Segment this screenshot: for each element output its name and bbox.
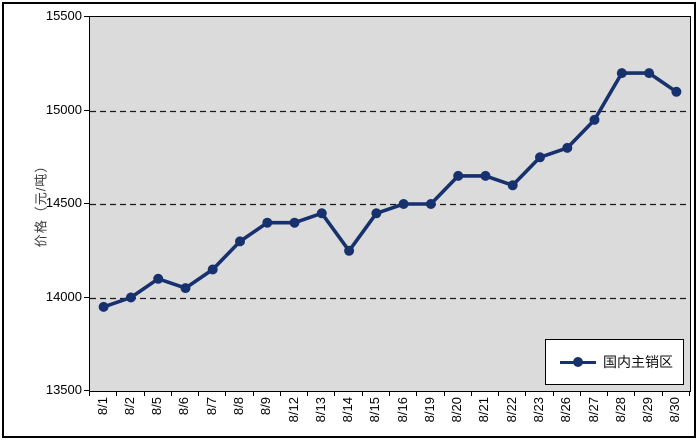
x-axis-tick-label: 8/16 xyxy=(394,397,410,423)
x-axis-tick-label: 8/30 xyxy=(667,397,683,423)
x-axis-tick-mark xyxy=(362,391,363,396)
y-axis-tick-label: 13500 xyxy=(45,382,82,397)
data-point-marker xyxy=(453,170,464,181)
x-axis-tick-mark xyxy=(416,391,417,396)
x-axis-tick-mark xyxy=(89,391,90,396)
chart-frame: 价格（元/吨） 13500 14000 14500 15000 15500 8/1 8/2… xyxy=(2,2,696,438)
data-point-marker xyxy=(507,180,518,191)
data-point-marker xyxy=(125,292,136,303)
data-point-marker xyxy=(535,152,545,163)
x-axis-tick-mark xyxy=(334,391,335,396)
y-axis-tick-mark xyxy=(84,16,89,17)
data-point-marker xyxy=(398,199,409,209)
x-axis-tick-mark xyxy=(280,391,281,396)
data-point-marker xyxy=(207,264,218,275)
x-axis-tick-mark xyxy=(689,391,690,396)
x-axis-tick-label: 8/21 xyxy=(476,397,492,423)
x-axis-tick-label: 8/5 xyxy=(149,397,165,416)
y-axis-tick-label: 15500 xyxy=(45,8,82,23)
x-axis-tick-mark xyxy=(444,391,445,396)
x-axis-tick-label: 8/26 xyxy=(558,397,574,423)
x-axis-tick-label: 8/22 xyxy=(503,397,519,423)
x-axis-tick-mark xyxy=(198,391,199,396)
x-axis-tick-label: 8/2 xyxy=(121,397,137,416)
x-axis-tick-mark xyxy=(634,391,635,396)
x-axis-tick-mark xyxy=(580,391,581,396)
data-point-marker xyxy=(344,245,355,256)
data-point-marker xyxy=(425,199,436,209)
x-axis-tick-label: 8/19 xyxy=(421,397,437,423)
x-axis-tick-label: 8/20 xyxy=(449,397,465,423)
x-axis-tick-label: 8/13 xyxy=(312,397,328,423)
x-axis-tick-mark xyxy=(498,391,499,396)
legend-series-label: 国内主销区 xyxy=(603,354,673,370)
x-axis-tick-mark xyxy=(662,391,663,396)
x-axis-tick-mark xyxy=(389,391,390,396)
x-axis-tick-label: 8/9 xyxy=(258,397,274,416)
x-axis-tick-label: 8/7 xyxy=(203,397,219,416)
data-point-marker xyxy=(262,217,273,228)
data-point-marker xyxy=(616,68,627,79)
x-axis-tick-label: 8/29 xyxy=(640,397,656,423)
data-point-marker xyxy=(289,217,300,228)
data-point-marker xyxy=(562,142,573,153)
x-axis-tick-label: 8/12 xyxy=(285,397,301,423)
y-axis-tick-mark xyxy=(84,110,89,111)
x-axis-tick-label: 8/27 xyxy=(585,397,601,423)
data-point-marker xyxy=(671,86,682,97)
x-axis-tick-label: 8/1 xyxy=(94,397,110,416)
x-axis-tick-label: 8/23 xyxy=(531,397,546,423)
x-axis-tick-mark xyxy=(525,391,526,396)
data-point-marker xyxy=(316,208,327,219)
y-axis-tick-mark xyxy=(84,297,89,298)
data-point-marker xyxy=(235,236,245,247)
y-axis-tick-mark xyxy=(84,203,89,204)
x-axis-tick-mark xyxy=(225,391,226,396)
x-axis-tick-mark xyxy=(116,391,117,396)
x-axis-tick-mark xyxy=(553,391,554,396)
x-axis-tick-label: 8/8 xyxy=(231,397,246,416)
x-axis-tick-mark xyxy=(144,391,145,396)
line-chart-svg xyxy=(90,68,690,312)
plot-area xyxy=(89,16,691,392)
x-axis-tick-label: 8/14 xyxy=(340,397,356,423)
x-axis-tick-mark xyxy=(471,391,472,396)
data-point-marker xyxy=(153,273,164,284)
y-axis-tick-label: 14000 xyxy=(45,288,82,304)
x-axis-tick-label: 8/6 xyxy=(176,397,192,416)
data-point-marker xyxy=(589,114,600,125)
data-point-marker xyxy=(371,208,382,219)
x-axis-tick-label: 8/28 xyxy=(612,397,628,423)
data-point-marker xyxy=(98,301,109,312)
legend-box: 国内主销区 xyxy=(545,339,684,385)
y-axis-tick-label: 14500 xyxy=(45,195,82,210)
y-axis-tick-mark xyxy=(84,390,89,391)
x-axis-tick-mark xyxy=(171,391,172,396)
data-point-marker xyxy=(644,68,655,79)
x-axis-tick-label: 8/15 xyxy=(367,397,383,423)
series-line xyxy=(103,71,678,309)
y-axis-tick-label: 15000 xyxy=(45,101,82,117)
legend-line-marker-icon xyxy=(560,357,596,367)
x-axis-tick-mark xyxy=(607,391,608,396)
data-point-marker xyxy=(480,170,491,181)
x-axis-tick-mark xyxy=(307,391,308,396)
x-axis-tick-mark xyxy=(253,391,254,396)
data-point-marker xyxy=(180,283,191,294)
